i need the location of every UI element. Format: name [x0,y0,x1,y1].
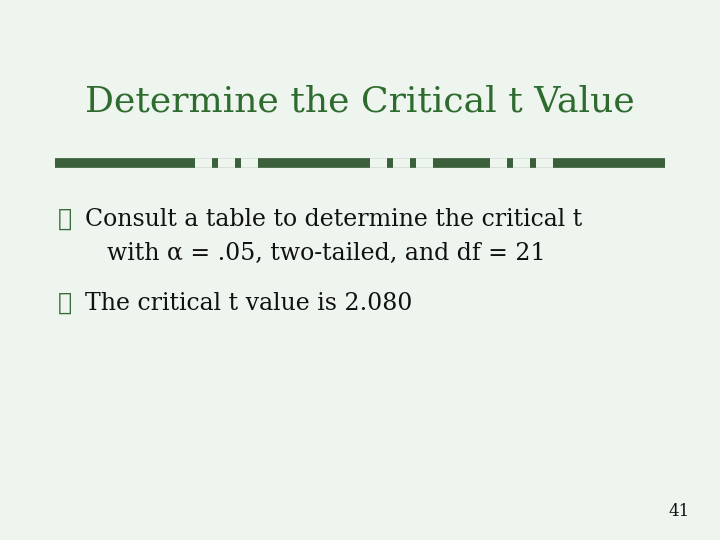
Text: The critical t value is 2.080: The critical t value is 2.080 [85,292,413,315]
Text: 41: 41 [669,503,690,520]
Text: ❖: ❖ [58,208,72,231]
Text: Determine the Critical t Value: Determine the Critical t Value [85,85,635,119]
Text: ❖: ❖ [58,292,72,315]
Text: with α = .05, two-tailed, and df = 21: with α = .05, two-tailed, and df = 21 [107,242,546,265]
Text: Consult a table to determine the critical t: Consult a table to determine the critica… [85,208,582,231]
